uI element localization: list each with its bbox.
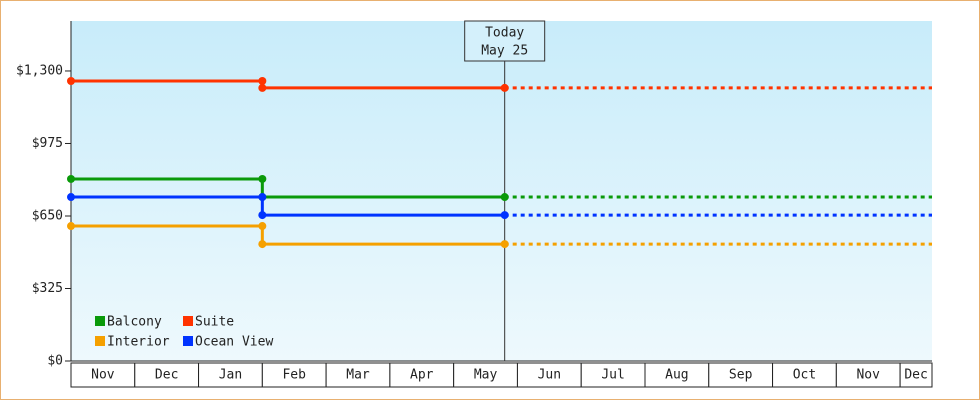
y-tick-label: $1,300 bbox=[16, 63, 63, 78]
point bbox=[67, 174, 75, 183]
legend-label: Balcony bbox=[107, 315, 162, 330]
legend-swatch bbox=[95, 336, 105, 346]
legend-swatch bbox=[183, 336, 193, 346]
y-tick-label: $650 bbox=[32, 208, 63, 223]
point bbox=[258, 222, 267, 231]
x-tick-box bbox=[835, 362, 901, 388]
y-tick-label: $325 bbox=[32, 281, 63, 296]
x-tick-box bbox=[261, 362, 327, 388]
legend-label: Ocean View bbox=[195, 335, 273, 350]
x-tick-label: Nov bbox=[91, 368, 115, 383]
x-tick-label: Sep bbox=[729, 368, 753, 383]
today-box bbox=[464, 20, 546, 62]
x-tick-label: Mar bbox=[346, 368, 370, 383]
x-tick-label: Apr bbox=[410, 368, 434, 383]
x-tick-label: Jun bbox=[538, 368, 561, 383]
legend-swatch bbox=[95, 316, 105, 326]
x-tick-label: Jul bbox=[601, 368, 624, 383]
x-tick-label: Feb bbox=[282, 368, 306, 383]
x-tick-label: Aug bbox=[665, 368, 688, 383]
x-tick-label: Dec bbox=[155, 368, 178, 383]
x-tick-box bbox=[580, 362, 646, 388]
today-title: Today bbox=[485, 26, 524, 41]
point bbox=[258, 174, 267, 183]
y-tick-label: $0 bbox=[47, 354, 63, 369]
x-tick-box bbox=[708, 362, 774, 388]
x-tick-box bbox=[389, 362, 455, 388]
x-tick-box bbox=[198, 362, 263, 388]
x-tick-box bbox=[134, 362, 200, 388]
point bbox=[67, 222, 75, 231]
plot-area bbox=[71, 21, 932, 361]
y-tick-label: $975 bbox=[32, 136, 63, 151]
x-tick-label: Jan bbox=[219, 368, 242, 383]
x-tick-label: Nov bbox=[856, 368, 880, 383]
point bbox=[67, 77, 75, 86]
x-tick-box bbox=[899, 362, 933, 388]
point bbox=[67, 193, 75, 202]
x-tick-label: Dec bbox=[904, 368, 927, 383]
legend-label: Suite bbox=[195, 315, 234, 330]
point bbox=[258, 193, 267, 202]
legend-label: Interior bbox=[107, 335, 170, 350]
today-date: May 25 bbox=[481, 44, 528, 59]
legend-swatch bbox=[183, 316, 193, 326]
x-tick-box bbox=[325, 362, 391, 388]
point bbox=[258, 77, 267, 86]
point bbox=[258, 83, 267, 92]
x-tick-label: Oct bbox=[793, 368, 816, 383]
x-tick-label: May bbox=[474, 368, 498, 383]
x-tick-box bbox=[70, 362, 136, 388]
point bbox=[258, 211, 267, 220]
point bbox=[258, 240, 267, 249]
